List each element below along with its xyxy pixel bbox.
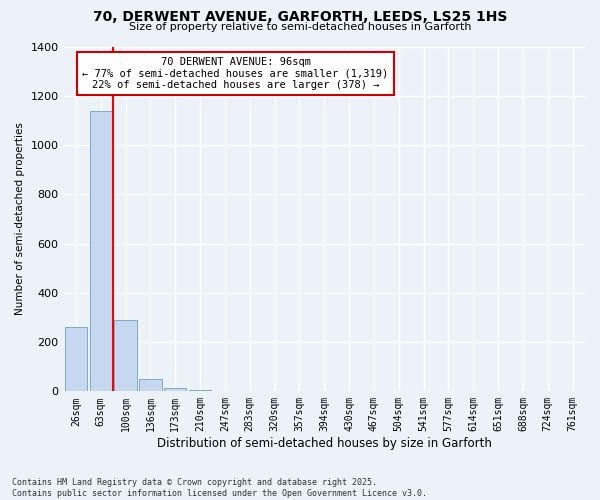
Text: Size of property relative to semi-detached houses in Garforth: Size of property relative to semi-detach… xyxy=(129,22,471,32)
Bar xyxy=(89,110,112,392)
Text: 70, DERWENT AVENUE, GARFORTH, LEEDS, LS25 1HS: 70, DERWENT AVENUE, GARFORTH, LEEDS, LS2… xyxy=(93,10,507,24)
Text: Contains HM Land Registry data © Crown copyright and database right 2025.
Contai: Contains HM Land Registry data © Crown c… xyxy=(12,478,427,498)
Bar xyxy=(139,379,161,392)
Bar xyxy=(189,390,211,392)
X-axis label: Distribution of semi-detached houses by size in Garforth: Distribution of semi-detached houses by … xyxy=(157,437,492,450)
Text: 70 DERWENT AVENUE: 96sqm
← 77% of semi-detached houses are smaller (1,319)
22% o: 70 DERWENT AVENUE: 96sqm ← 77% of semi-d… xyxy=(82,57,389,90)
Y-axis label: Number of semi-detached properties: Number of semi-detached properties xyxy=(15,122,25,316)
Bar xyxy=(115,320,137,392)
Bar xyxy=(65,328,87,392)
Bar xyxy=(164,388,187,392)
